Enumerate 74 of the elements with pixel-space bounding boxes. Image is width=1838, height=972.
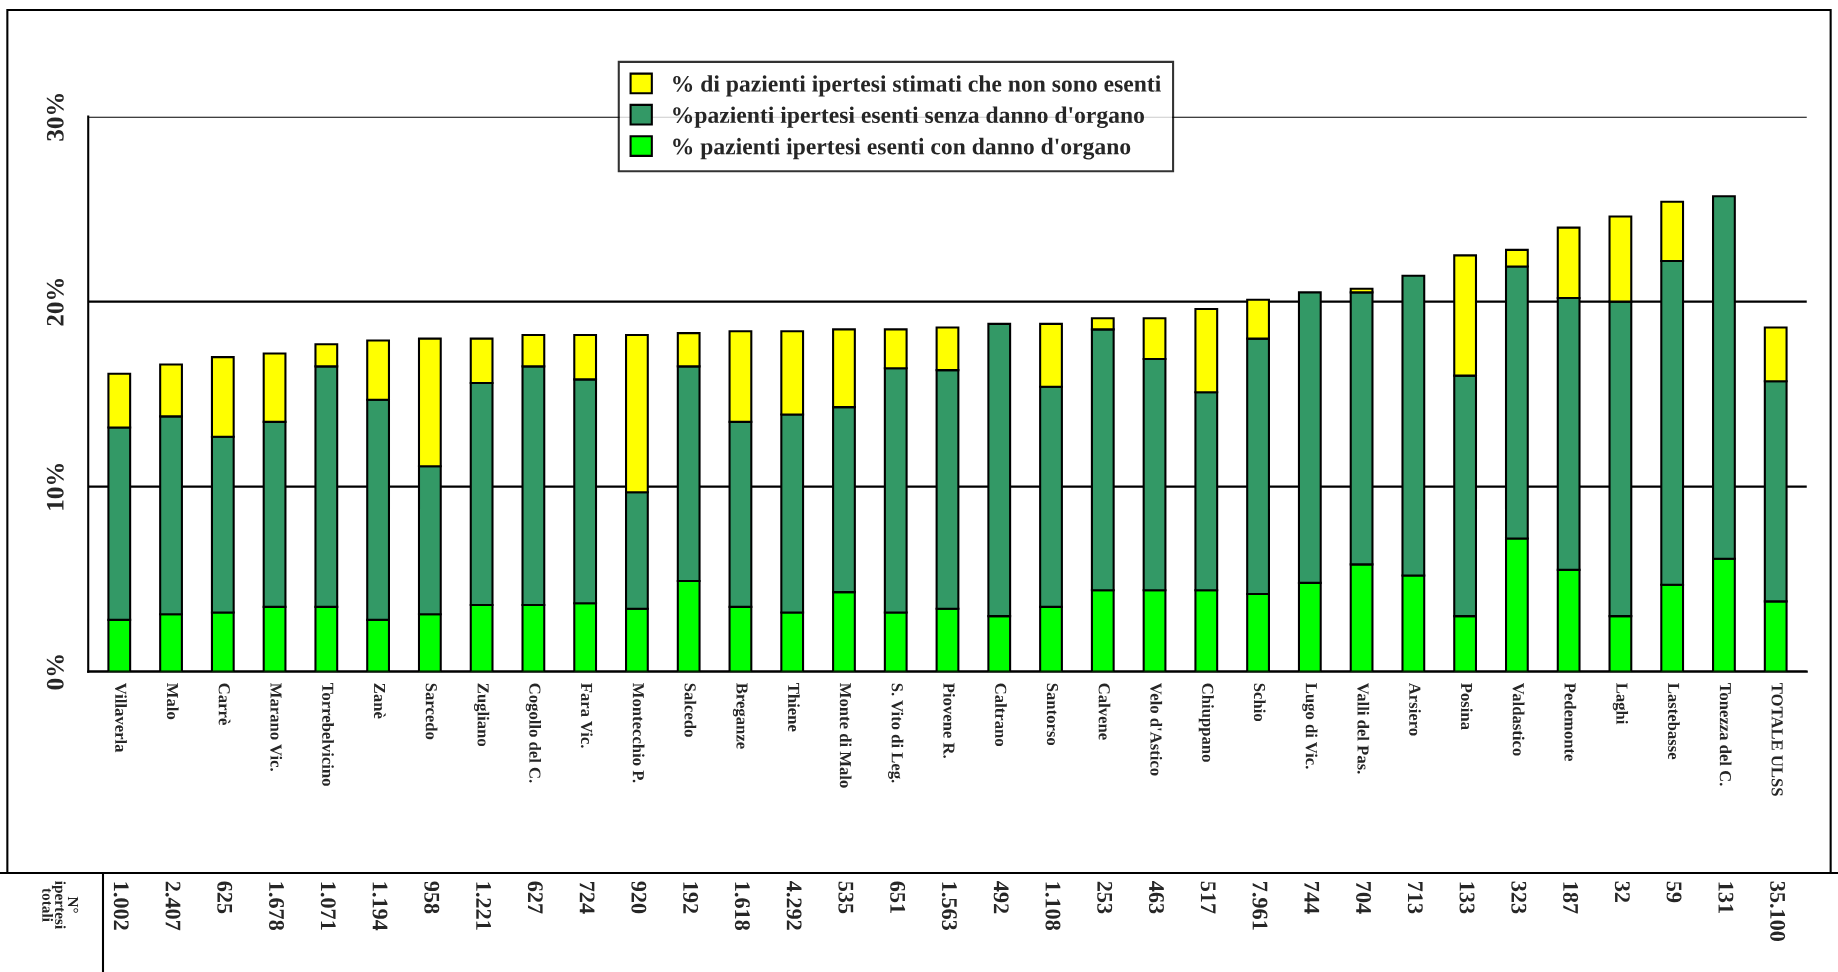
text: 323 <box>1511 881 1527 914</box>
x-tick-label: Velo d'Astico <box>1150 682 1163 776</box>
text: 535 <box>838 881 854 914</box>
x-tick-label: TOTALE ULSS <box>1771 683 1783 796</box>
x-tick-label: Breganze <box>732 683 748 749</box>
text: 958 <box>424 881 440 914</box>
text: 35.100 <box>1770 881 1786 942</box>
text: 627 <box>527 881 543 914</box>
y-tick-label: 10% <box>46 463 64 510</box>
text: 133 <box>1459 882 1475 914</box>
text: 1.678 <box>268 882 284 931</box>
text: 463 <box>1148 881 1164 914</box>
text: 1.002 <box>113 882 129 930</box>
legend-label: % pazienti ipertesi esenti con danno d'organo <box>673 137 1131 160</box>
text: 131 <box>1718 882 1734 913</box>
text: 724 <box>579 882 595 914</box>
text: 1.563 <box>941 882 957 931</box>
x-tick-label: Lastebasse <box>1668 683 1680 760</box>
x-tick-label: Malo <box>166 683 179 720</box>
text: 517 <box>1200 881 1216 914</box>
text: 192 <box>683 882 699 914</box>
text: 625 <box>217 881 233 914</box>
x-tick-label: Tonezza del C. <box>1719 683 1732 786</box>
x-tick-label: Lugo di Vic. <box>1302 683 1318 769</box>
text: 651 <box>890 881 906 913</box>
x-tick-label: Valli del Pas. <box>1357 682 1370 774</box>
x-tick-label: Salcedo <box>684 683 697 737</box>
y-tick-label: 0% <box>46 655 64 690</box>
x-tick-label: S. Vito di Leg. <box>888 683 904 783</box>
text: 1.071 <box>320 882 336 930</box>
y-tick-label: 20% <box>46 278 64 326</box>
x-tick-label: Fara Vic. <box>580 683 593 748</box>
x-tick-label: Arsiero <box>1409 682 1421 736</box>
y-tick-label: 30% <box>46 93 64 141</box>
text: 2.407 <box>165 881 181 931</box>
text: 59 <box>1666 881 1682 903</box>
x-tick-label: Valdastico <box>1512 682 1525 756</box>
x-tick-label: Chiuppano <box>1198 683 1214 762</box>
text: 187 <box>1563 882 1579 914</box>
text: 920 <box>631 881 647 914</box>
text: 744 <box>1304 882 1320 914</box>
x-tick-label: Torrebelvicino <box>322 683 334 786</box>
x-tick-label: Sarcedo <box>425 683 438 740</box>
text: 253 <box>1097 881 1113 914</box>
x-tick-label: Cogollo del C. <box>525 683 542 783</box>
x-tick-label: Villaverla <box>115 682 127 753</box>
text: 1.194 <box>372 882 388 931</box>
x-tick-label: Caltrano <box>995 683 1007 747</box>
text: 492 <box>993 881 1009 914</box>
text: 1.618 <box>734 882 750 931</box>
x-tick-label: Laghi <box>1612 683 1629 725</box>
x-tick-label: Posina <box>1460 683 1473 730</box>
text: 7.961 <box>1252 882 1268 930</box>
text: 4.292 <box>786 881 802 930</box>
text: N° ipertesi totali <box>42 881 79 929</box>
x-tick-label: Montecchio P. <box>632 683 645 783</box>
x-tick-label: Piovene R. <box>943 683 956 758</box>
legend-label: %pazienti ipertesi esenti senza danno d'organo <box>673 106 1145 129</box>
text: 1.108 <box>1045 882 1061 931</box>
x-tick-label: Carrè <box>218 683 231 725</box>
x-tick-label: Pedemonte <box>1564 683 1577 762</box>
text: 713 <box>1407 882 1423 914</box>
x-tick-label: Marano Vic. <box>270 683 283 771</box>
x-tick-label: Calvene <box>1098 683 1111 740</box>
x-tick-label: Thiene <box>788 683 800 732</box>
text: 1.221 <box>475 882 491 930</box>
text: 704 <box>1356 882 1372 914</box>
x-tick-label: Santorso <box>1046 683 1059 746</box>
x-tick-label: Monte di Malo <box>839 683 852 788</box>
x-tick-label: Schio <box>1253 683 1266 722</box>
x-tick-label: Zanè <box>373 683 386 719</box>
legend-label: % di pazienti ipertesi stimati che non sono esenti <box>673 75 1161 97</box>
text: 32 <box>1614 881 1630 903</box>
x-tick-label: Zugliano <box>474 683 490 747</box>
